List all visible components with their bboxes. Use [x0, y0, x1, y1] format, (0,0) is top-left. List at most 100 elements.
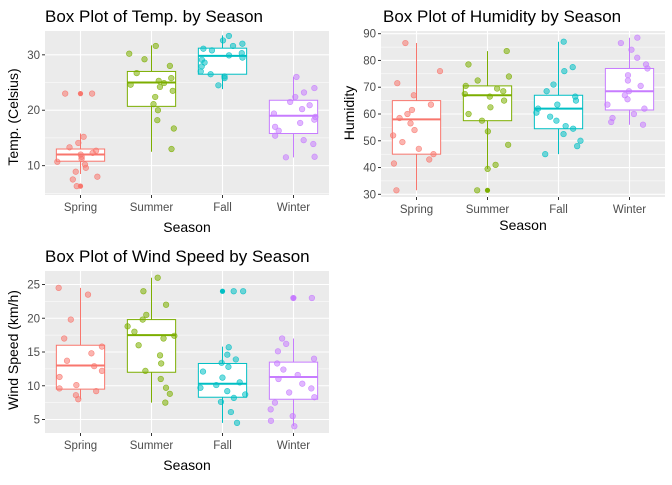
data-point [213, 381, 220, 389]
data-point [562, 122, 569, 130]
y-tick-label: 60 [363, 109, 376, 121]
data-point [168, 74, 175, 82]
data-point [628, 46, 635, 53]
data-point [197, 68, 204, 75]
data-point [171, 332, 178, 339]
x-tick-label: Winter [277, 440, 310, 452]
data-point [543, 88, 550, 95]
data-point [426, 156, 433, 163]
data-point [88, 350, 95, 357]
data-point [158, 360, 165, 367]
data-point [162, 399, 169, 406]
data-point [240, 288, 247, 295]
data-point [170, 125, 177, 132]
data-point [56, 373, 63, 381]
chart-title: Box Plot of Humidity by Season [383, 7, 621, 26]
data-point [634, 54, 641, 61]
data-point [225, 363, 232, 370]
data-point [308, 385, 315, 392]
wind-boxplot-panel: Box Plot of Wind Speed by Season Season … [0, 240, 336, 485]
data-point [73, 183, 80, 190]
data-point [227, 408, 235, 416]
y-tick-label: 70 [363, 82, 376, 94]
data-point [311, 153, 318, 160]
data-point [73, 381, 80, 389]
data-point [168, 145, 175, 153]
data-point [232, 356, 239, 363]
data-point [415, 145, 422, 152]
data-point [503, 47, 510, 55]
data-point [82, 164, 89, 171]
data-point [154, 107, 162, 114]
data-point [399, 139, 406, 146]
data-point [637, 82, 644, 89]
wind-boxplot-chart: Box Plot of Wind Speed by Season Season … [5, 247, 329, 473]
data-point [402, 39, 409, 47]
y-tick-label: 10 [27, 161, 40, 173]
humidity-boxplot-panel: Box Plot of Humidity by Season Season Hu… [336, 0, 672, 245]
data-point [271, 123, 279, 130]
y-axis-title: Humidity [341, 86, 357, 140]
data-point [608, 118, 615, 126]
data-point [154, 274, 161, 281]
data-point [271, 399, 279, 406]
data-point [154, 117, 161, 124]
plot-area: 10 20 30 Spring Summer Fall Winter [27, 31, 329, 214]
data-point [215, 82, 222, 89]
x-tick-label: Spring [64, 440, 97, 452]
data-point [75, 396, 82, 403]
data-point [62, 90, 69, 97]
data-point [270, 110, 278, 117]
data-point [150, 101, 157, 108]
x-tick-label: Winter [613, 204, 646, 216]
data-point [200, 45, 207, 52]
data-point [394, 80, 401, 87]
data-point [225, 52, 233, 59]
data-point [217, 398, 225, 406]
data-point [639, 121, 647, 128]
data-point [404, 110, 411, 118]
data-point [84, 291, 92, 298]
data-point [308, 294, 315, 302]
data-point [408, 106, 416, 114]
temp-boxplot-chart: Box Plot of Temp. by Season Season Temp.… [5, 7, 329, 235]
data-point [124, 323, 131, 330]
data-point [280, 366, 287, 373]
data-point [641, 105, 648, 112]
data-point [239, 54, 246, 61]
data-point [393, 187, 400, 194]
x-tick-label: Fall [213, 440, 232, 452]
data-point [75, 139, 82, 147]
data-point [91, 363, 98, 370]
data-point [297, 119, 304, 127]
data-point [230, 288, 237, 295]
data-point [436, 68, 444, 75]
y-tick-label: 90 [363, 29, 376, 41]
outlier-point [219, 288, 226, 294]
data-point [143, 311, 150, 318]
y-tick-label: 80 [363, 55, 376, 67]
data-point [570, 125, 577, 132]
data-point [390, 132, 397, 139]
data-point [644, 65, 651, 72]
outlier-point [484, 187, 491, 193]
data-point [492, 161, 499, 168]
data-point [139, 316, 146, 323]
data-point [634, 34, 641, 41]
data-point [225, 344, 232, 351]
data-point [300, 89, 308, 96]
data-point [239, 40, 246, 47]
data-point [311, 394, 318, 401]
data-point [474, 77, 481, 84]
x-axis-title: Season [163, 457, 210, 473]
data-point [311, 116, 318, 123]
data-point [617, 39, 624, 47]
data-point [478, 117, 486, 124]
data-point [561, 68, 568, 75]
y-tick-label: 20 [27, 313, 40, 325]
chart-title: Box Plot of Temp. by Season [45, 7, 263, 26]
data-point [169, 87, 176, 94]
data-point [553, 117, 560, 124]
data-point [560, 38, 567, 45]
y-tick-label: 15 [27, 347, 40, 359]
